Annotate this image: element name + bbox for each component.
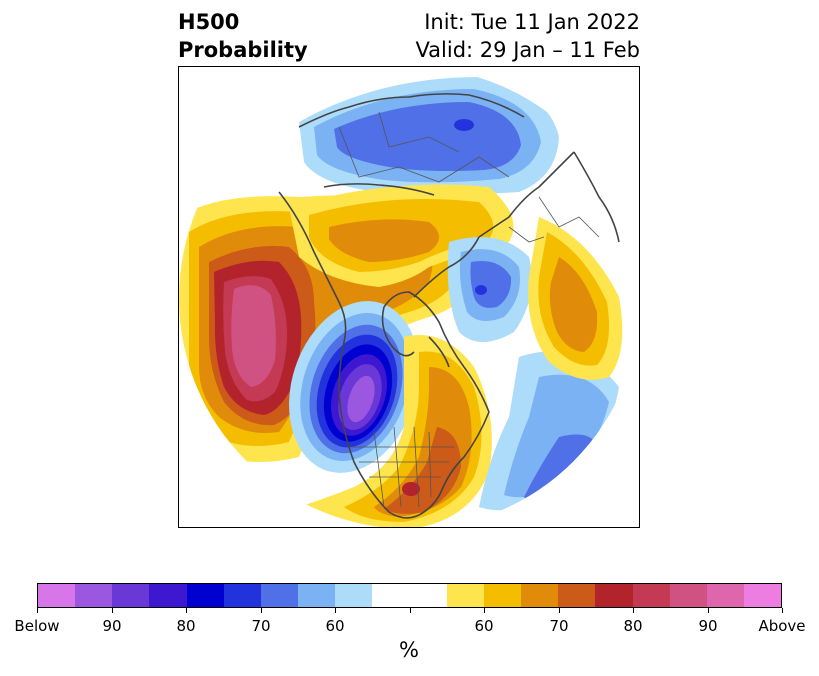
colorbar-segment	[632, 584, 670, 607]
colorbar-segment	[223, 584, 261, 607]
colorbar-tick-label: 60	[325, 617, 345, 635]
colorbar-segment	[260, 584, 299, 607]
colorbar-tick-label: 90	[102, 617, 122, 635]
north-atlantic-trough	[447, 237, 619, 511]
colorbar-tick-label: 80	[623, 617, 643, 635]
colorbar-tick-label: 70	[549, 617, 569, 635]
colorbar-segment	[112, 584, 150, 607]
colorbar-segment	[669, 584, 707, 607]
init-date: Init: Tue 11 Jan 2022	[424, 10, 640, 34]
colorbar-segment	[186, 584, 224, 607]
colorbar-tick-label: 90	[698, 617, 718, 635]
colorbar-tick	[559, 608, 560, 613]
colorbar-tick	[782, 608, 783, 613]
east-asia-ridge	[528, 217, 623, 380]
colorbar-tick-label: Below	[14, 617, 60, 635]
colorbar-tick-label: 70	[251, 617, 271, 635]
colorbar-segment	[521, 584, 559, 607]
map-canvas	[179, 67, 639, 527]
colorbar-segment	[743, 584, 782, 607]
colorbar-tick	[708, 608, 709, 613]
colorbar-tick	[335, 608, 336, 613]
title-field: H500	[178, 10, 240, 34]
colorbar-segment	[335, 584, 373, 607]
colorbar-segment	[706, 584, 744, 607]
coastlines	[278, 93, 620, 519]
colorbar-segment	[558, 584, 596, 607]
colorbar-tick	[410, 608, 411, 613]
colorbar-tick	[261, 608, 262, 613]
valid-range: Valid: 29 Jan – 11 Feb	[415, 38, 640, 62]
colorbar-tick-label: 80	[176, 617, 196, 635]
colorbar-segment	[75, 584, 113, 607]
colorbar-segment	[595, 584, 633, 607]
colorbar-segment	[149, 584, 187, 607]
colorbar-tick-label: 60	[474, 617, 494, 635]
colorbar-segment	[298, 584, 336, 607]
arctic-north-atlantic-ridge	[289, 184, 514, 287]
colorbar-tick	[112, 608, 113, 613]
colorbar-segment	[409, 584, 447, 607]
western-north-america-trough	[289, 301, 419, 473]
colorbar-segment	[446, 584, 484, 607]
colorbar-tick	[37, 608, 38, 613]
probability-map	[178, 66, 640, 528]
colorbar-tick	[633, 608, 634, 613]
colorbar-tick-label: Above	[758, 617, 806, 635]
map-title: H500 Probability	[178, 8, 308, 64]
title-product: Probability	[178, 38, 308, 62]
northern-eurasia-trough	[299, 77, 559, 195]
colorbar-segment	[38, 584, 76, 607]
colorbar-segment	[483, 584, 522, 607]
colorbar-tick	[484, 608, 485, 613]
colorbar-tick	[186, 608, 187, 613]
colorbar	[37, 583, 782, 608]
map-subtitle: Init: Tue 11 Jan 2022 Valid: 29 Jan – 11…	[415, 8, 640, 64]
colorbar-unit: %	[399, 638, 419, 662]
political-borders	[338, 111, 600, 508]
colorbar-segment	[372, 584, 410, 607]
